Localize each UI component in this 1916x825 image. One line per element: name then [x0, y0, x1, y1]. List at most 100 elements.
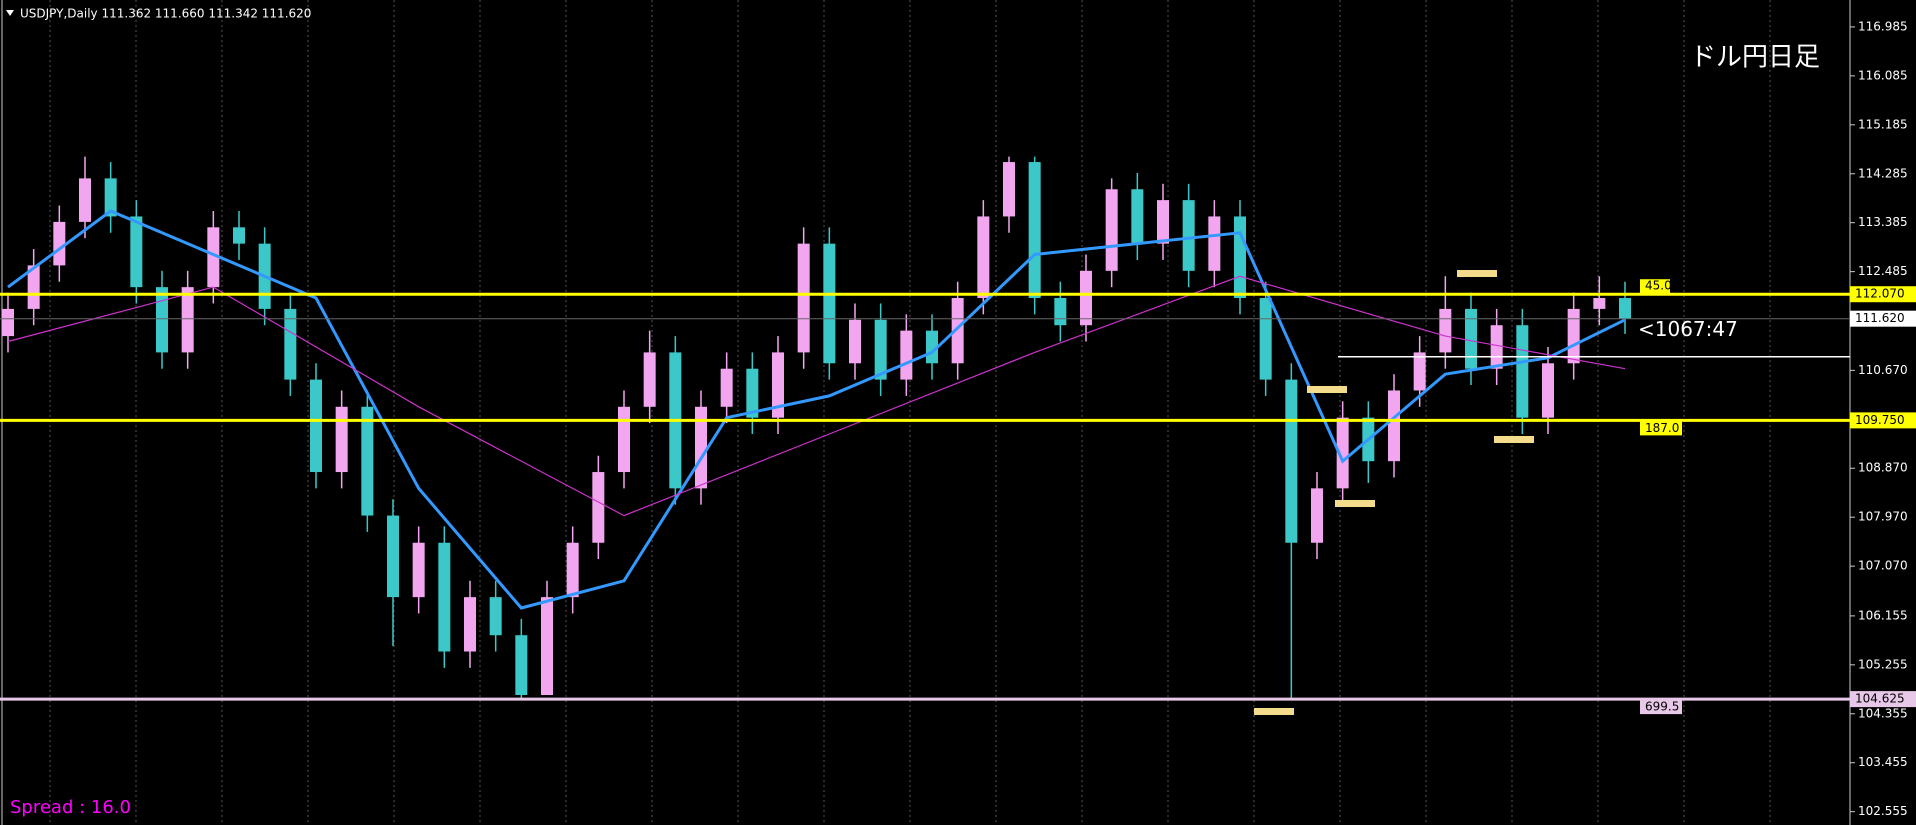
- candle-body: [541, 597, 553, 696]
- candle-body: [695, 406, 707, 489]
- level-label: 104.625: [1855, 692, 1905, 706]
- y-tick-label: 104.355: [1858, 706, 1908, 720]
- y-tick-label: 103.455: [1858, 755, 1908, 769]
- current-price-box: [1850, 310, 1916, 327]
- level-note: 187.0: [1645, 421, 1679, 435]
- y-tick-label: 110.670: [1858, 363, 1908, 377]
- candle-body: [951, 298, 964, 364]
- y-tick-label: 116.085: [1858, 68, 1908, 82]
- level-box: [1850, 412, 1916, 429]
- level-note-box: [1640, 421, 1682, 436]
- y-tick-label: 115.185: [1858, 117, 1908, 131]
- marker: [1457, 270, 1497, 277]
- candle-body: [566, 542, 579, 598]
- timer-label: <1067:47: [1638, 317, 1738, 341]
- candle-body: [1054, 298, 1067, 326]
- candle-body: [79, 178, 91, 222]
- spread-label: Spread : 16.0: [10, 797, 131, 818]
- y-tick-label: 113.385: [1858, 215, 1908, 229]
- candle-body: [1465, 308, 1477, 369]
- candle-body: [387, 515, 399, 598]
- candle-body: [592, 472, 605, 543]
- candle-body: [1131, 189, 1144, 244]
- chart-title: ドル円日足: [1690, 43, 1820, 73]
- marker: [1494, 436, 1534, 443]
- candle-body: [1619, 298, 1631, 319]
- candle-body: [746, 368, 759, 418]
- level-label: 109.750: [1855, 413, 1905, 427]
- candle-body: [1182, 200, 1195, 271]
- level-note: 45.0: [1645, 279, 1672, 293]
- candle-body: [1285, 379, 1298, 543]
- y-tick-label: 108.870: [1858, 461, 1908, 475]
- current-price-label: 111.620: [1855, 311, 1905, 325]
- candle-body: [1080, 270, 1092, 326]
- candle-body: [1208, 216, 1221, 271]
- candle-body: [310, 379, 322, 473]
- candle-body: [900, 330, 913, 380]
- candle-body: [1413, 352, 1426, 391]
- candle-body: [361, 406, 374, 516]
- candle-body: [284, 308, 297, 380]
- candle-body: [849, 319, 861, 364]
- y-tick-label: 106.155: [1858, 608, 1908, 622]
- candle-body: [104, 178, 117, 217]
- symbol-header: USDJPY,Daily 111.362 111.660 111.342 111…: [20, 7, 311, 21]
- candle-body: [643, 352, 656, 407]
- candle-body: [1157, 200, 1169, 244]
- candle-body: [1516, 325, 1529, 418]
- candle-body: [618, 406, 630, 473]
- y-tick-label: 107.070: [1858, 559, 1908, 573]
- candle-body: [1003, 162, 1015, 217]
- level-note: 699.5: [1645, 700, 1679, 714]
- y-tick-label: 116.985: [1858, 19, 1908, 33]
- moving-average: [7, 209, 1626, 610]
- marker: [1335, 500, 1375, 507]
- candle-body: [874, 319, 887, 380]
- candle-body: [156, 287, 168, 353]
- candle-body: [1567, 308, 1580, 364]
- level-note-box: [1640, 700, 1682, 715]
- y-tick-label: 102.555: [1858, 804, 1908, 818]
- candle-body: [1542, 363, 1554, 418]
- y-tick-label: 105.255: [1858, 657, 1908, 671]
- candle-body: [1388, 390, 1400, 462]
- candle-body: [1311, 488, 1323, 543]
- candle-body: [438, 542, 451, 652]
- candle-body: [464, 597, 476, 652]
- candle-body: [977, 216, 990, 299]
- marker: [1307, 386, 1347, 393]
- candle-body: [207, 227, 220, 288]
- level-label: 112.070: [1855, 287, 1905, 301]
- candle-body: [2, 308, 14, 337]
- candle-body: [412, 542, 425, 598]
- candle-body: [1593, 298, 1606, 309]
- level-note-box: [1640, 279, 1670, 294]
- marker: [1254, 708, 1294, 715]
- candle-body: [53, 221, 66, 266]
- y-tick-label: 107.970: [1858, 510, 1908, 524]
- candle-body: [27, 265, 40, 309]
- collapse-icon[interactable]: [6, 10, 14, 16]
- candle-body: [1234, 216, 1246, 299]
- candle-body: [335, 406, 348, 473]
- candle-body: [720, 368, 733, 407]
- candle-body: [797, 243, 810, 353]
- candle-body: [233, 227, 245, 244]
- y-tick-label: 112.485: [1858, 264, 1908, 278]
- candle-body: [1439, 308, 1452, 353]
- candle-body: [1259, 298, 1272, 380]
- candle-body: [130, 216, 143, 288]
- candle-body: [1028, 162, 1041, 299]
- candle-body: [515, 635, 528, 696]
- candle-body: [1336, 417, 1349, 489]
- candle-body: [489, 597, 502, 636]
- y-tick-label: 114.285: [1858, 166, 1908, 180]
- moving-average: [7, 275, 1626, 517]
- candle-body: [181, 287, 194, 353]
- candle-body: [823, 243, 836, 364]
- candle-body: [772, 352, 784, 418]
- level-box: [1850, 691, 1916, 708]
